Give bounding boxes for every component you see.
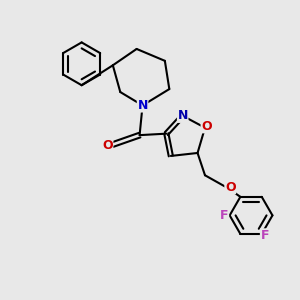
- Text: N: N: [178, 109, 188, 122]
- Text: O: O: [201, 120, 212, 133]
- Text: O: O: [102, 139, 113, 152]
- Text: O: O: [225, 181, 236, 194]
- Text: F: F: [220, 209, 229, 222]
- Text: N: N: [137, 99, 148, 112]
- Text: F: F: [260, 229, 269, 242]
